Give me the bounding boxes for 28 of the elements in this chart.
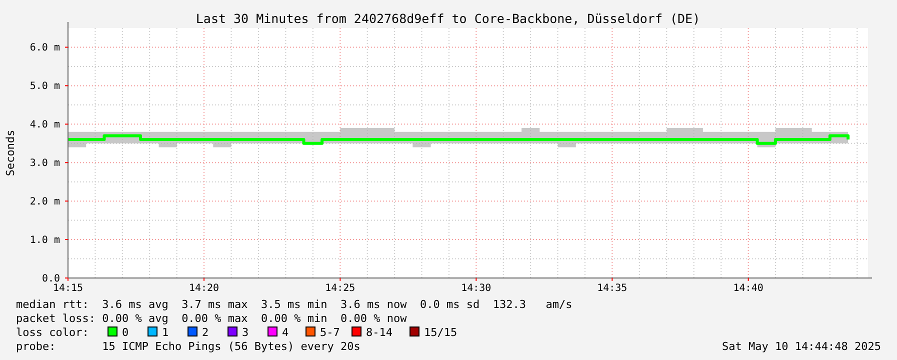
y-axis-title: Seconds [4, 130, 17, 176]
x-tick-label: 14:40 [733, 283, 764, 294]
chart-title: Last 30 Minutes from 2402768d9eff to Core-Backbone, Düsseldorf (DE) [196, 11, 700, 26]
text: 4 [282, 326, 289, 339]
text: 15/15 [424, 326, 458, 339]
text: 2 [202, 326, 209, 339]
text: loss color: [16, 326, 89, 339]
text: probe: 15 ICMP Echo Pings (56 Bytes) every 20s [16, 340, 360, 353]
x-tick-label: 14:15 [52, 283, 84, 294]
y-tick-label: 4.0 m [30, 120, 60, 131]
x-tick-label: 14:35 [597, 283, 628, 294]
y-tick-label: 3.0 m [30, 158, 60, 170]
text: 5-7 [320, 326, 340, 339]
text: 3 [242, 326, 249, 339]
text: 1 [162, 326, 169, 339]
y-tick-label: 1.0 m [30, 235, 60, 246]
y-tick-label: 6.0 m [30, 42, 60, 54]
text: 0 [122, 326, 129, 339]
x-tick-label: 14:20 [188, 283, 220, 294]
y-tick-label: 2.0 m [30, 196, 60, 208]
text: 8-14 [366, 326, 393, 339]
y-tick-label: 5.0 m [30, 81, 60, 92]
text: median rtt: 3.6 ms avg 3.7 ms max 3.5 ms min 3.6 ms now 0.0 ms sd 132.3 am/s [16, 298, 572, 311]
text: packet loss: 0.00 % avg 0.00 % max 0.00 % min 0.00 % now [16, 312, 408, 325]
x-tick-label: 14:30 [461, 283, 492, 294]
y-tick-label: 0.0 [42, 274, 60, 284]
x-tick-label: 14:25 [325, 283, 356, 294]
text: Sat May 10 14:44:48 2025 [722, 340, 881, 353]
